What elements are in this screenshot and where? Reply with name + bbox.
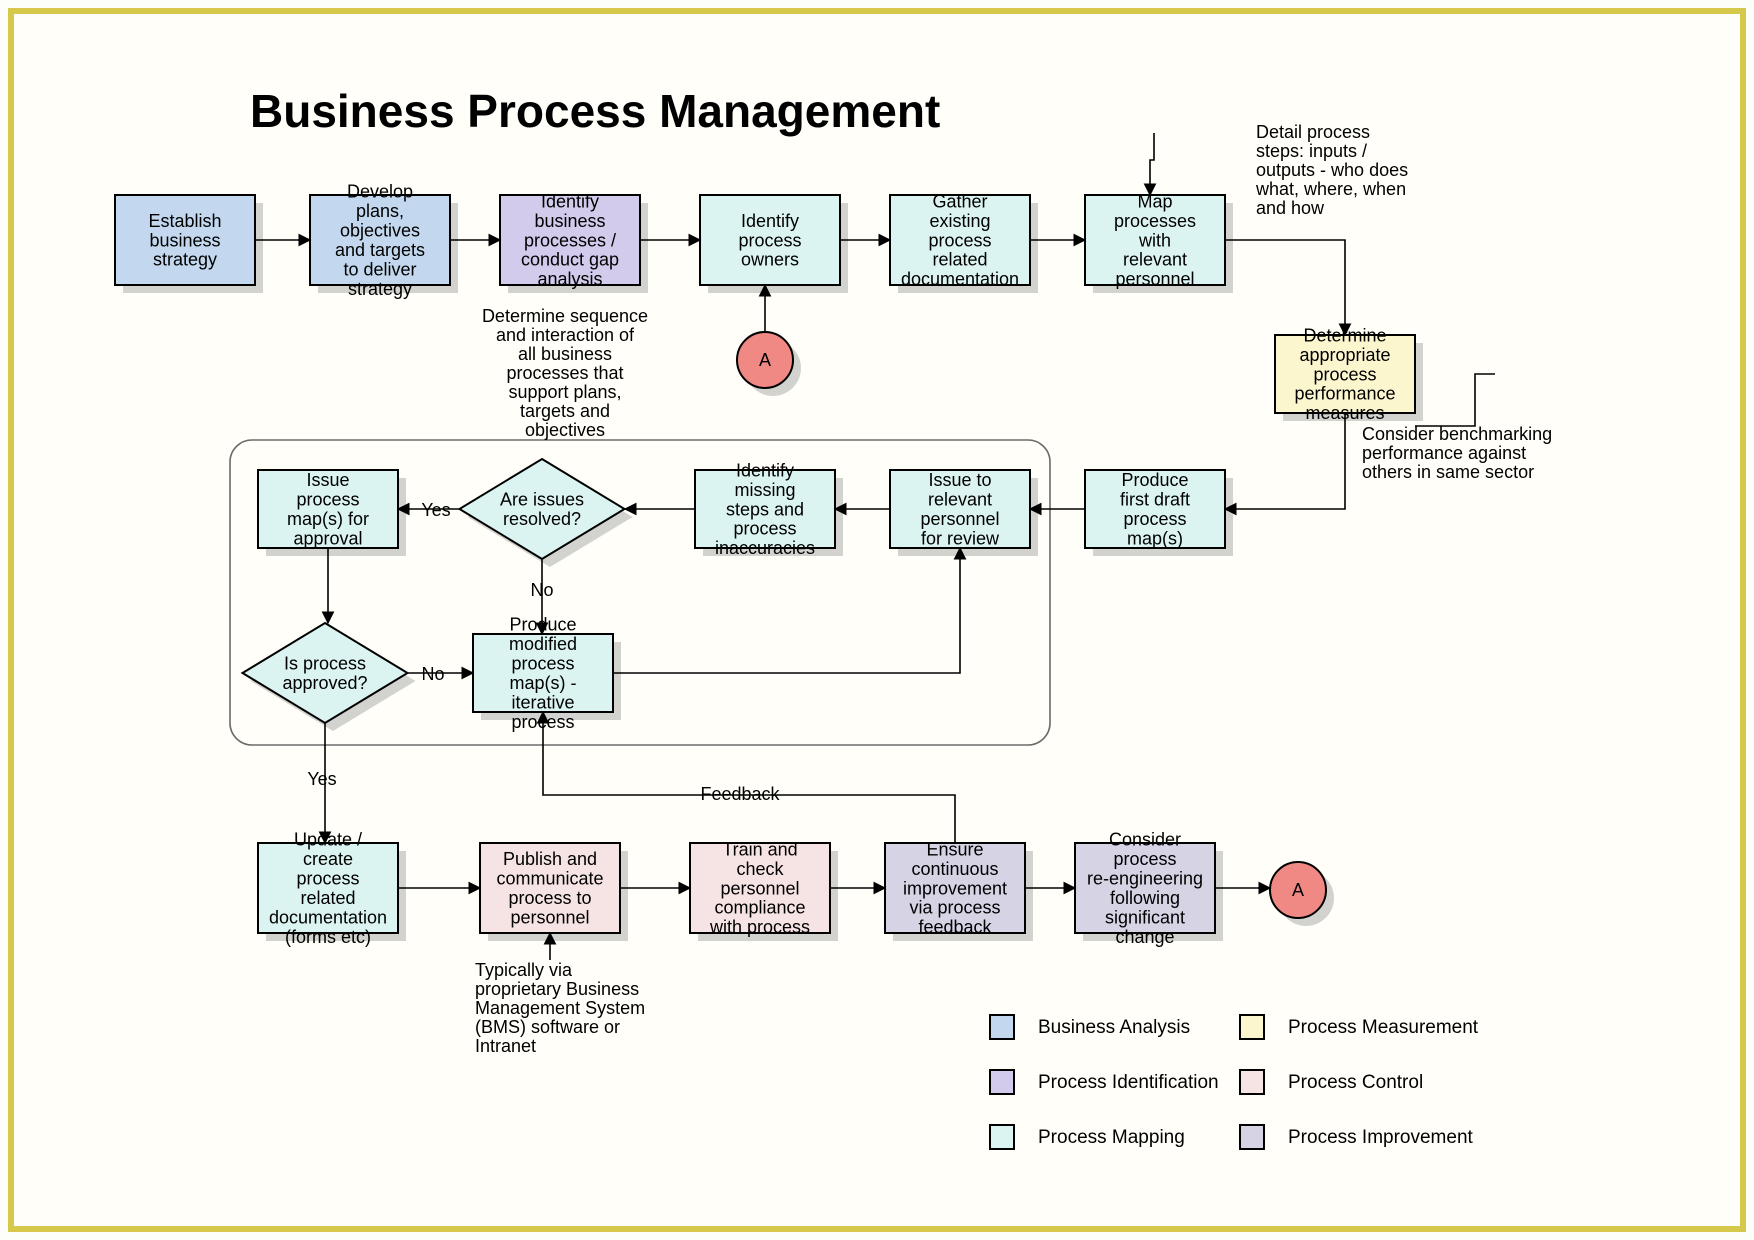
- legend-label: Process Improvement: [1288, 1127, 1474, 1148]
- note-note4: Typically viaproprietary BusinessManagem…: [475, 960, 645, 1056]
- legend-swatch: [1240, 1015, 1264, 1039]
- note-note3: Consider benchmarkingperformance against…: [1362, 424, 1552, 482]
- edge: [1150, 133, 1154, 195]
- node-label: Producefirst draftprocessmap(s): [1120, 470, 1190, 548]
- note-note2: Detail processsteps: inputs /outputs - w…: [1255, 122, 1408, 218]
- legend-label: Business Analysis: [1038, 1017, 1190, 1038]
- edge: [543, 712, 955, 843]
- node-label: Train andcheckpersonnelcompliancewith pr…: [709, 839, 810, 937]
- node-label: Establishbusinessstrategy: [148, 211, 221, 270]
- legend-swatch: [1240, 1125, 1264, 1149]
- note-note1: Determine sequenceand interaction ofall …: [482, 306, 648, 440]
- legend-label: Process Measurement: [1288, 1017, 1479, 1038]
- node-label: Identifyprocessowners: [738, 211, 801, 270]
- edge-label: Yes: [307, 769, 336, 789]
- edge: [613, 548, 960, 673]
- legend-swatch: [990, 1070, 1014, 1094]
- legend-label: Process Mapping: [1038, 1127, 1185, 1148]
- connector-label: A: [759, 350, 771, 370]
- edge: [1225, 240, 1345, 335]
- node-label: Developplans,objectivesand targetsto del…: [335, 182, 425, 299]
- node-label: Is processapproved?: [282, 654, 367, 693]
- edge: [1225, 413, 1345, 509]
- legend-swatch: [990, 1015, 1014, 1039]
- connector-label: A: [1292, 880, 1304, 900]
- edge-label: No: [530, 580, 553, 600]
- legend-swatch: [1240, 1070, 1264, 1094]
- edge-label: Yes: [421, 500, 450, 520]
- edge: [1415, 374, 1495, 426]
- edge-label: Feedback: [700, 784, 780, 804]
- node-label: Are issuesresolved?: [500, 490, 584, 529]
- legend-label: Process Identification: [1038, 1072, 1219, 1093]
- node-label: Issue torelevantpersonnelfor review: [920, 470, 1000, 548]
- edge-label: No: [421, 664, 444, 684]
- legend-swatch: [990, 1125, 1014, 1149]
- node-label: Publish andcommunicateprocess topersonne…: [496, 849, 603, 927]
- diagram-frame: Business Process Management Establishbus…: [0, 0, 1754, 1240]
- legend-label: Process Control: [1288, 1072, 1423, 1093]
- diagram-canvas: Establishbusinessstrategy Developplans,ob…: [0, 0, 1754, 1240]
